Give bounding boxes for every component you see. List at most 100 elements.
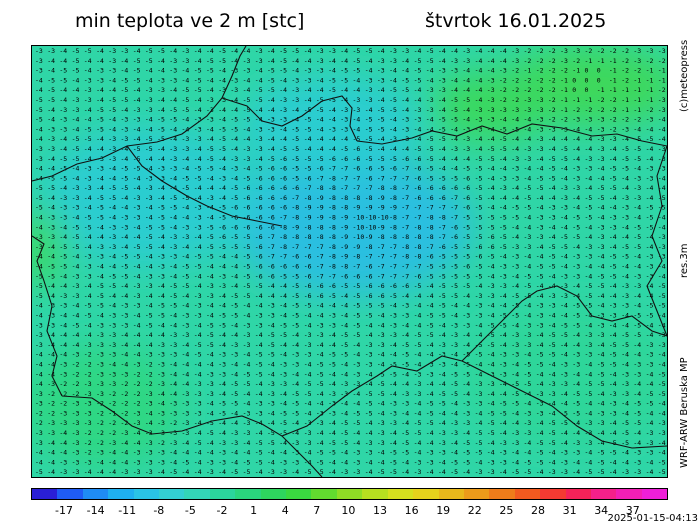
grid-value: -4 (487, 204, 495, 212)
grid-value: -5 (72, 57, 80, 65)
grid-value: -4 (230, 263, 238, 271)
grid-value: -6 (255, 214, 263, 222)
grid-value: -5 (243, 96, 251, 104)
grid-value: -6 (316, 292, 324, 300)
grid-value: -2 (609, 47, 617, 55)
grid-value: -4 (108, 204, 116, 212)
grid-value: -3 (511, 439, 519, 447)
grid-value: -4 (487, 449, 495, 457)
grid-value: -4 (524, 400, 532, 408)
grid-value: -4 (108, 86, 116, 94)
grid-value: -3 (169, 165, 177, 173)
grid-value: -2 (72, 390, 80, 398)
grid-value: -3 (145, 458, 153, 466)
grid-value: -4 (255, 429, 263, 437)
grid-value: -4 (487, 125, 495, 133)
grid-value: -2 (59, 380, 67, 388)
grid-value: -4 (316, 302, 324, 310)
grid-value: -4 (646, 292, 654, 300)
grid-value: -1 (621, 96, 629, 104)
grid-value: -4 (414, 312, 422, 320)
grid-value: -8 (304, 194, 312, 202)
grid-value: -6 (255, 272, 263, 280)
grid-value: -4 (255, 116, 263, 124)
grid-value: -4 (279, 390, 287, 398)
grid-value: -4 (585, 174, 593, 182)
grid-value: -4 (499, 390, 507, 398)
grid-value: -5 (328, 361, 336, 369)
grid-value: -6 (450, 223, 458, 231)
grid-value: -2 (133, 390, 141, 398)
grid-value: -4 (230, 135, 238, 143)
grid-value: -4 (157, 331, 165, 339)
grid-value: -3 (646, 263, 654, 271)
grid-value: -2 (84, 361, 92, 369)
grid-value: -4 (365, 380, 373, 388)
grid-value: -5 (182, 96, 190, 104)
grid-value: -5 (475, 204, 483, 212)
grid-value: -5 (291, 302, 299, 310)
grid-value: -4 (389, 76, 397, 84)
grid-value: -4 (401, 409, 409, 417)
grid-value: -4 (59, 351, 67, 359)
grid-value: -4 (389, 145, 397, 153)
grid-value: -6 (365, 174, 373, 182)
grid-value: -4 (572, 243, 580, 251)
grid-value: -3 (145, 96, 153, 104)
grid-value: -3 (487, 292, 495, 300)
grid-value: -3 (597, 409, 605, 417)
grid-value: -1 (560, 76, 568, 84)
grid-value: -3 (475, 400, 483, 408)
grid-value: -3 (658, 106, 666, 114)
grid-value: -5 (621, 145, 629, 153)
grid-value: -3 (267, 302, 275, 310)
grid-value: -3 (108, 145, 116, 153)
grid-value: -5 (524, 184, 532, 192)
grid-value: -5 (475, 165, 483, 173)
grid-value: -8 (328, 223, 336, 231)
grid-value: -4 (182, 253, 190, 261)
grid-value: -5 (585, 194, 593, 202)
grid-value: -3 (169, 331, 177, 339)
grid-value: -5 (438, 116, 446, 124)
grid-value: -5 (475, 439, 483, 447)
grid-value: -5 (365, 145, 373, 153)
grid-value: -4 (96, 86, 104, 94)
grid-value: -5 (365, 116, 373, 124)
grid-value: -6 (365, 263, 373, 271)
grid-value: -5 (279, 331, 287, 339)
legend-tick-label: 37 (626, 504, 640, 517)
legend-color-10 (286, 489, 312, 499)
grid-value: -3 (72, 184, 80, 192)
grid-value: -5 (609, 253, 617, 261)
grid-value: -4 (585, 458, 593, 466)
grid-value: -4 (59, 184, 67, 192)
grid-value: -9 (304, 204, 312, 212)
grid-value: -2 (609, 96, 617, 104)
grid-value: -3 (194, 125, 202, 133)
grid-value: -3 (621, 468, 629, 476)
grid-value: -4 (340, 361, 348, 369)
grid-value: -4 (499, 155, 507, 163)
grid-value: -2 (658, 86, 666, 94)
grid-value: -5 (450, 458, 458, 466)
grid-value: -5 (72, 321, 80, 329)
grid-value: -5 (646, 312, 654, 320)
grid-value: -3 (597, 233, 605, 241)
grid-value: -4 (646, 233, 654, 241)
grid-value: -3 (157, 341, 165, 349)
grid-value: -5 (59, 165, 67, 173)
grid-value: -3 (536, 96, 544, 104)
grid-value: -5 (340, 282, 348, 290)
grid-value: -4 (59, 47, 67, 55)
grid-value: -3 (194, 390, 202, 398)
grid-value: -3 (389, 135, 397, 143)
grid-value: -5 (450, 106, 458, 114)
grid-value: -5 (230, 468, 238, 476)
grid-value: -4 (133, 312, 141, 320)
grid-value: -4 (121, 67, 129, 75)
grid-value: -2 (47, 390, 55, 398)
field-mild-southwest (32, 346, 182, 466)
grid-value: -5 (218, 145, 226, 153)
grid-value: -3 (84, 253, 92, 261)
